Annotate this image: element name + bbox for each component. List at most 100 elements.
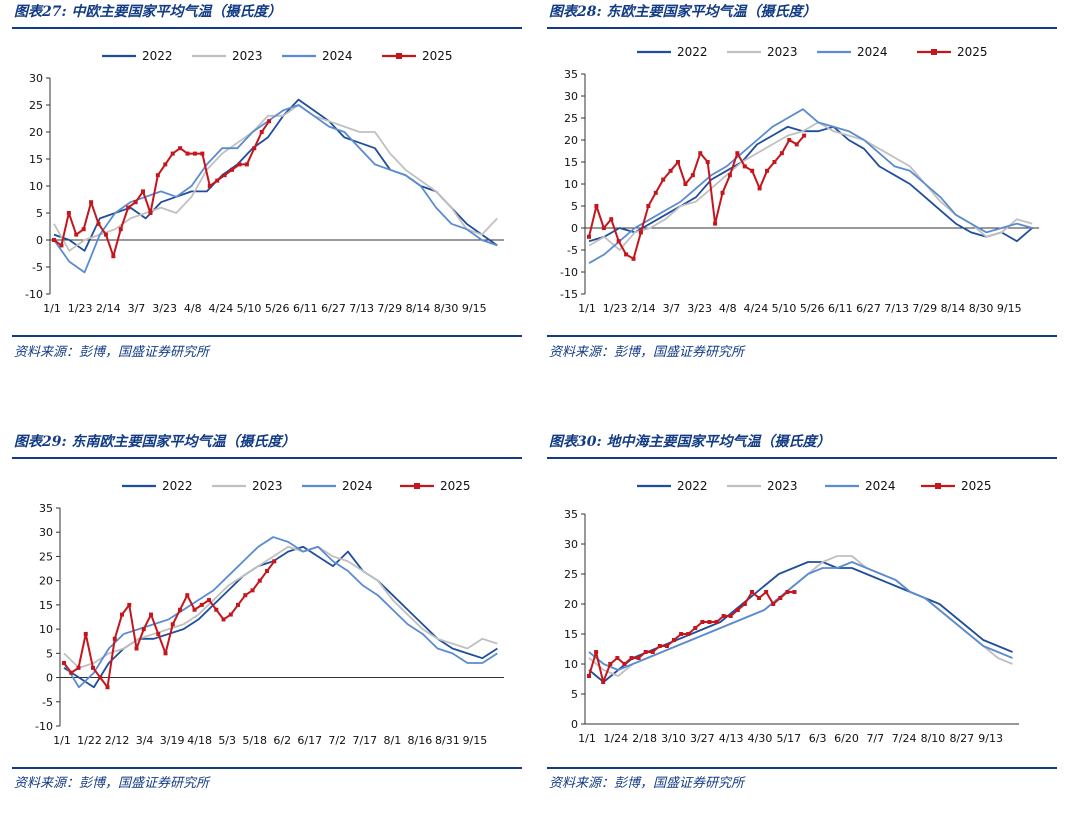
y-tick-label: 20 [564,598,578,611]
y-tick-label: 25 [564,568,578,581]
y-tick-label: 5 [571,688,578,701]
legend-label: 2023 [767,479,798,493]
series-point-2025 [185,593,190,598]
series-line-2024 [53,104,498,274]
x-tick-label: 5/17 [776,732,801,745]
y-tick-label: 10 [564,658,578,671]
y-tick-label: 5 [46,647,53,660]
series-point-2025 [653,190,658,195]
series-point-2025 [664,644,669,648]
x-tick-label: 4/13 [719,732,744,745]
series-point-2025 [230,167,235,172]
series-point-2025 [624,252,629,257]
x-tick-label: 2/12 [105,734,130,747]
series-point-2025 [215,178,220,183]
series-line-2024 [63,536,498,689]
series-point-2025 [690,173,695,178]
x-tick-label: 8/27 [949,732,974,745]
x-tick-label: 1/24 [603,732,628,745]
series-point-2025 [757,596,762,600]
series-point-2025 [683,182,688,186]
series-point-2025 [646,204,651,208]
y-tick-label: 35 [564,68,578,81]
legend-label: 2024 [322,49,353,63]
legend-label: 2024 [857,45,888,59]
y-tick-label: -5 [42,696,53,709]
series-point-2025 [228,612,233,617]
series-point-2025 [133,200,138,205]
series-point-2025 [750,168,755,173]
series-point-2025 [156,631,161,636]
x-tick-label: 7/2 [328,734,346,747]
series-point-2025 [155,173,160,178]
series-point-2025 [214,607,219,612]
title-divider [12,27,522,29]
y-tick-label: 30 [564,538,578,551]
series-line-2023 [63,545,498,669]
title-divider [547,27,1057,29]
y-tick-label: -10 [560,266,578,279]
y-tick-label: 20 [564,134,578,147]
chart-panel-eastern-europe: 图表28: 东欧主要国家平均气温（摄氏度） -15 -10 -5 0 5 10 15 20 25… [547,0,1059,385]
series-point-2025 [120,612,125,617]
series-point-2025 [81,227,86,232]
series-point-2025 [83,631,88,636]
series-point-2025 [170,151,175,156]
x-tick-label: 9/15 [997,302,1022,315]
source-divider [547,335,1057,337]
y-tick-label: 15 [29,153,43,166]
series-point-2025 [236,602,241,607]
series-point-2025 [616,239,621,244]
legend-marker [414,483,420,489]
x-tick-label: 8/1 [383,734,401,747]
x-tick-label: 1/1 [578,732,596,745]
series-point-2025 [728,614,733,618]
x-tick-label: 5/3 [218,734,236,747]
x-tick-label: 5/10 [772,302,797,315]
x-tick-label: 5/26 [800,302,825,315]
source-note: 资料来源：彭博，国盛证券研究所 [14,345,210,360]
series-point-2025 [661,177,666,182]
series-point-2025 [76,665,81,670]
y-tick-label: 20 [39,575,53,588]
series-point-2025 [69,670,74,675]
chart-title: 图表27: 中欧主要国家平均气温（摄氏度） [14,4,282,20]
legend-label: 2025 [961,479,992,493]
y-tick-label: 25 [39,550,53,563]
series-point-2025 [686,632,691,636]
chart-panel-mediterranean: 图表30: 地中海主要国家平均气温（摄氏度） 0 5 10 15 20 25 30 35 1/1… [547,430,1059,815]
series-point-2025 [787,138,792,142]
x-tick-label: 2/14 [96,302,121,315]
series-point-2025 [111,254,116,259]
series-point-2025 [629,656,634,660]
legend-label: 2023 [767,45,798,59]
series-point-2025 [250,588,255,593]
legend-label: 2025 [440,479,471,493]
chart-panel-southeast-europe: 图表29: 东南欧主要国家平均气温（摄氏度） -10 -5 0 5 10 15 20 25 30… [12,430,524,815]
chart-title: 图表28: 东欧主要国家平均气温（摄氏度） [549,4,817,20]
x-tick-label: 1/1 [578,302,596,315]
x-tick-label: 4/8 [719,302,737,315]
series-point-2025 [764,590,769,594]
series-point-2025 [608,662,613,666]
series-point-2025 [713,221,718,226]
series-point-2025 [785,590,790,594]
series-line-2023 [588,555,1013,677]
x-tick-label: 9/13 [978,732,1003,745]
series-point-2025 [794,142,799,147]
series-point-2025 [601,226,606,230]
y-tick-label: 15 [39,599,53,612]
series-point-2025 [676,160,681,164]
source-note: 资料来源：彭博，国盛证券研究所 [549,776,745,791]
series-point-2025 [765,168,770,173]
legend-label: 2022 [677,479,708,493]
series-point-2025 [141,627,146,632]
series-point-2025 [727,173,732,178]
x-tick-label: 8/16 [408,734,433,747]
y-tick-label: 15 [564,628,578,641]
series-point-2025 [96,221,101,226]
series-point-2025 [207,598,212,603]
y-tick-label: -10 [35,720,53,733]
